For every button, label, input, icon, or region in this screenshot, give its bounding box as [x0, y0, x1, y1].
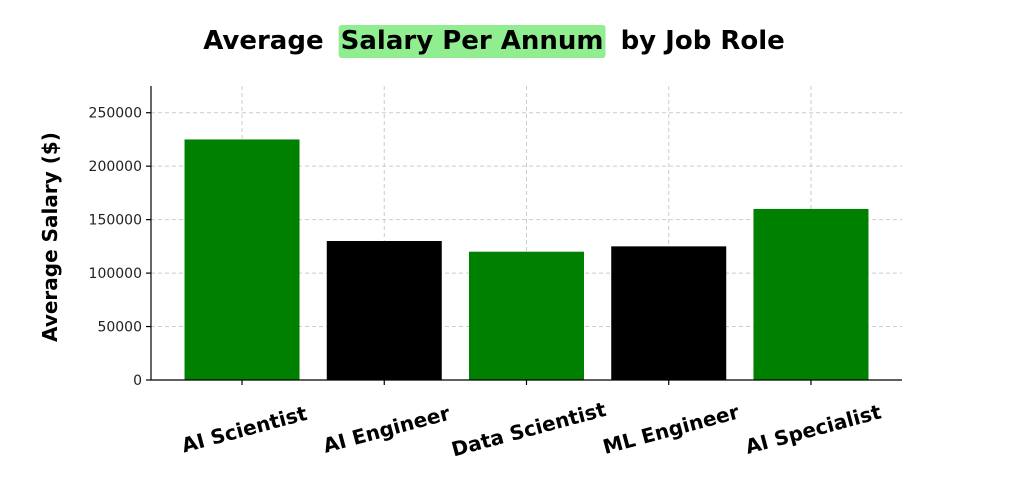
chart-title-text: Average Salary Per Annum by Job Role — [203, 26, 785, 56]
title-part-after: by Job Role — [621, 26, 785, 56]
y-tick-label: 250000 — [89, 106, 142, 122]
x-tick-label: AI Specialist — [743, 399, 884, 458]
title-highlight — [338, 25, 606, 58]
bar-ai-scientist — [184, 139, 300, 380]
bars — [184, 139, 869, 380]
y-tick-label: 100000 — [89, 266, 142, 282]
x-tick-label: ML Engineer — [600, 400, 741, 459]
title-part-before: Average — [203, 26, 323, 56]
y-tick-label: 50000 — [97, 320, 142, 336]
y-tick-labels: 0 50000 100000 150000 200000 250000 — [89, 106, 151, 389]
bar-ml-engineer — [611, 246, 727, 380]
y-axis-label: Average Salary ($) — [38, 132, 62, 342]
y-tick-label: 0 — [133, 373, 142, 389]
x-tick-label: Data Scientist — [449, 397, 609, 461]
x-tick-label: AI Engineer — [320, 401, 452, 458]
y-tick-label: 200000 — [89, 159, 142, 175]
bar-ai-specialist — [753, 208, 869, 380]
y-tick-label: 150000 — [89, 213, 142, 229]
bar-data-scientist — [469, 251, 584, 380]
chart-title: Average Salary Per Annum by Job Role — [203, 25, 785, 58]
title-part-highlight: Salary Per Annum — [341, 26, 604, 56]
bar-ai-engineer — [326, 241, 442, 380]
x-tick-label: AI Scientist — [179, 401, 310, 458]
